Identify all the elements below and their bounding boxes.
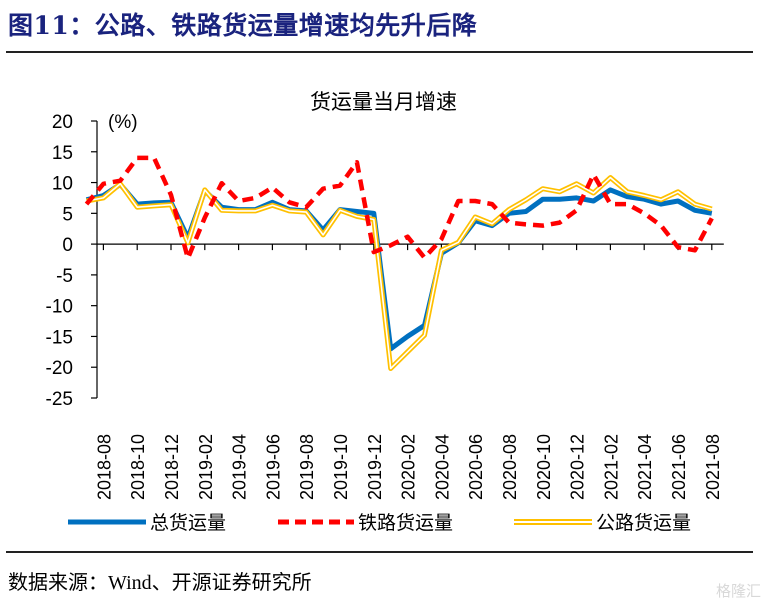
x-tick-label: 2020-12 — [568, 434, 588, 500]
x-tick-label: 2019-02 — [196, 434, 216, 500]
x-tick-label: 2021-08 — [703, 434, 723, 500]
x-tick-label: 2018-08 — [94, 434, 114, 500]
y-tick-label: -5 — [56, 266, 73, 287]
y-tick-label: -15 — [46, 327, 73, 348]
x-tick-label: 2020-04 — [432, 434, 452, 500]
y-tick-label: 20 — [52, 112, 73, 133]
y-tick-label: 0 — [62, 235, 73, 256]
y-tick-label: -10 — [46, 297, 73, 318]
x-tick-label: 2020-02 — [399, 434, 419, 500]
figure-title: 图11：公路、铁路货运量增速均先升后降 — [8, 11, 478, 40]
legend-swatch-solid-blue — [68, 519, 146, 524]
data-source-note: 数据来源：Wind、开源证券研究所 — [8, 572, 312, 594]
legend-item-railway: 铁路货运量 — [276, 508, 453, 535]
series-line-railway-freight — [84, 155, 714, 261]
y-tick-label: 5 — [62, 204, 73, 225]
x-tick-label: 2021-06 — [669, 434, 689, 500]
y-tick-label: -20 — [46, 358, 73, 379]
x-tick-label: 2020-06 — [466, 434, 486, 500]
chart-title: 货运量当月增速 — [310, 90, 457, 114]
series-line-highway-freight-inner — [86, 176, 713, 370]
legend-item-highway: 公路货运量 — [514, 508, 691, 535]
x-tick-label: 2019-10 — [331, 434, 351, 500]
x-tick-label: 2021-04 — [635, 434, 655, 500]
top-divider — [6, 51, 753, 53]
bottom-divider — [6, 551, 753, 553]
y-tick-label: -25 — [46, 389, 73, 410]
x-tick-label: 2019-04 — [230, 434, 250, 500]
legend-label: 公路货运量 — [596, 512, 692, 534]
x-tick-label: 2018-12 — [162, 434, 182, 500]
x-tick-label: 2019-12 — [365, 434, 385, 500]
x-tick-label: 2021-02 — [601, 434, 621, 500]
y-tick-label: 10 — [52, 174, 73, 195]
x-tick-label: 2020-10 — [534, 434, 554, 500]
legend-swatch-double-yellow — [514, 518, 592, 525]
line-chart: 20 15 10 5 0 -5 -10 -15 -20 -25 2018-08 2018-10 2018… — [46, 112, 724, 500]
watermark: 格隆汇 — [715, 582, 761, 600]
legend-label: 铁路货运量 — [358, 512, 454, 534]
legend-label: 总货运量 — [150, 512, 227, 534]
x-tick-label: 2020-08 — [500, 434, 520, 500]
legend-swatch-dashed-red — [278, 519, 354, 524]
x-tick-label: 2019-06 — [263, 434, 283, 500]
series-line-total-freight — [85, 181, 713, 352]
y-axis-unit-label: (%) — [108, 112, 138, 133]
legend-item-total: 总货运量 — [68, 508, 226, 535]
x-tick-label: 2018-10 — [128, 434, 148, 500]
x-tick-label: 2019-08 — [297, 434, 317, 500]
y-tick-label: 15 — [52, 143, 73, 164]
chart-legend: 总货运量 铁路货运量 公路货运量 — [0, 508, 767, 538]
